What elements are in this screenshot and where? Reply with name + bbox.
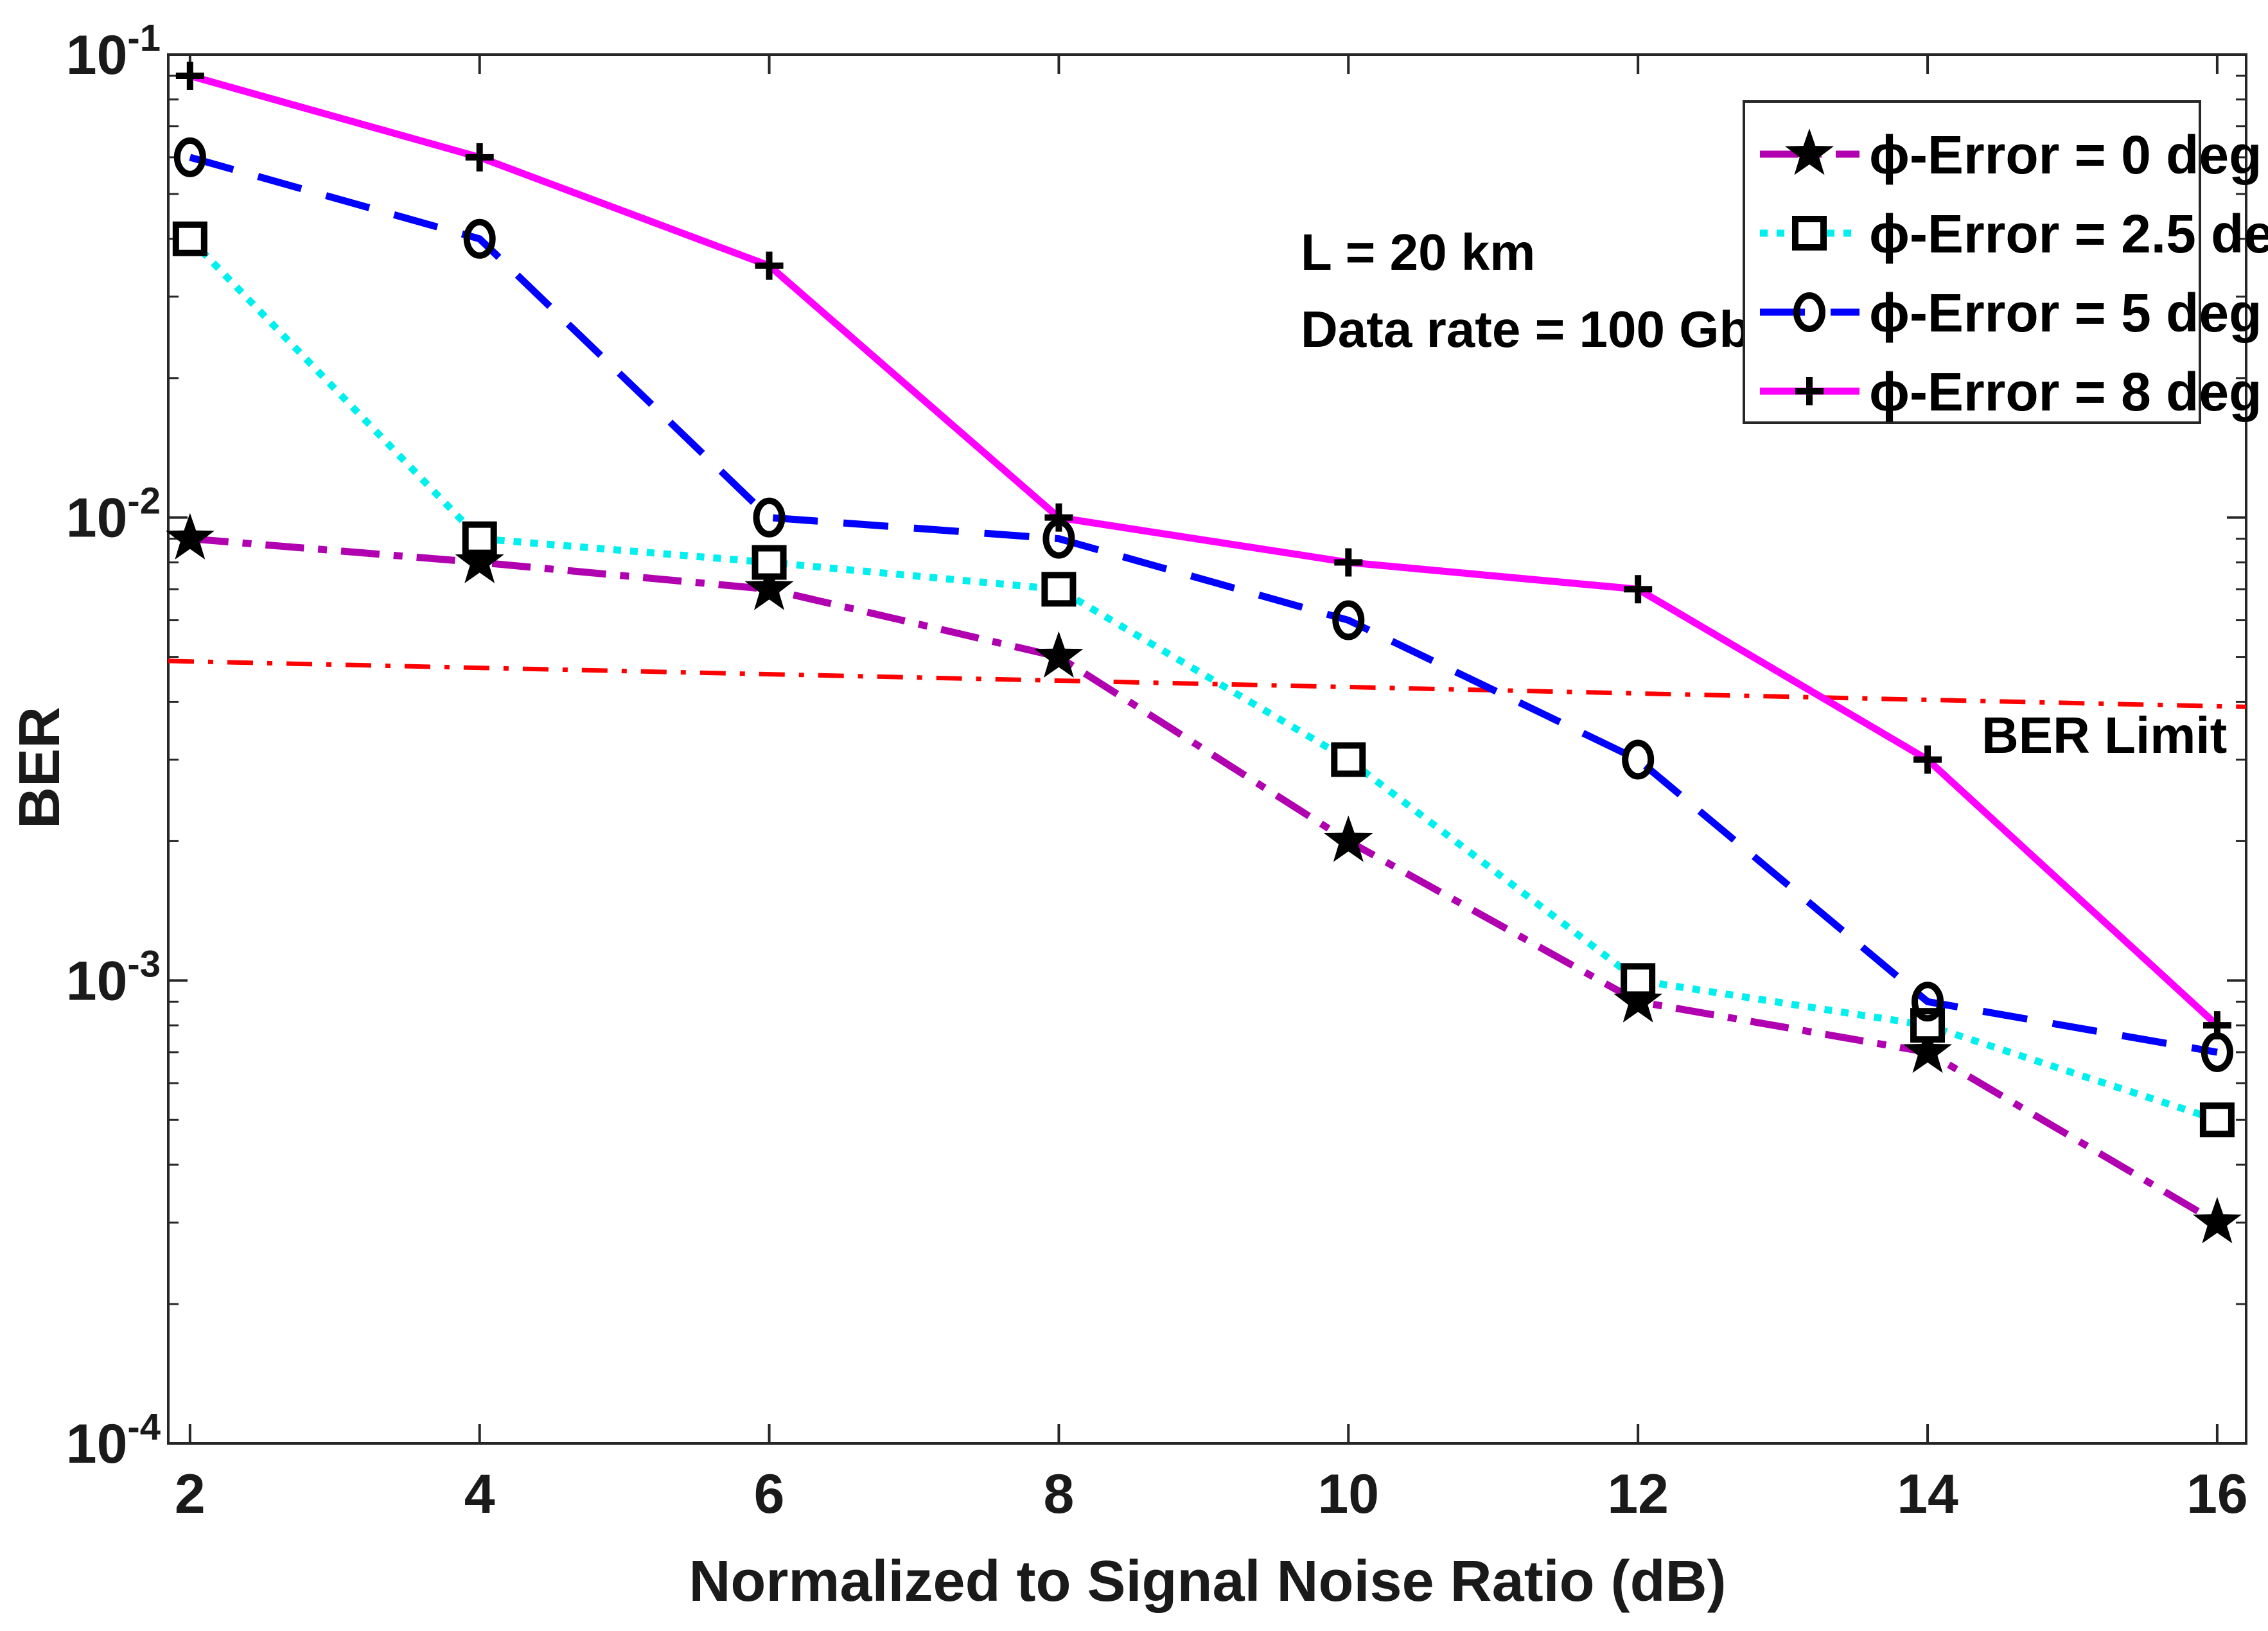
legend-label-2: ϕ-Error = 5 deg xyxy=(1869,283,2262,343)
y-tick-exponent: -4 xyxy=(127,1406,161,1448)
data-point-3-7 xyxy=(2202,1011,2231,1040)
data-point-1-5 xyxy=(1621,963,1656,998)
legend-label-3: ϕ-Error = 8 deg xyxy=(1869,362,2262,422)
data-point-2-4 xyxy=(1332,600,1365,640)
data-point-0-3 xyxy=(1034,631,1084,678)
annotation-data-rate: Data rate = 100 Gbps xyxy=(1301,301,1811,358)
y-tick-exponent: -2 xyxy=(127,480,161,522)
data-point-3-0 xyxy=(175,61,204,90)
data-point-1-2 xyxy=(752,545,787,580)
y-tick-label: 10-3 xyxy=(66,943,161,1012)
plot-frame xyxy=(167,53,2247,1445)
data-point-1-7 xyxy=(2199,1102,2235,1138)
ber-limit-line xyxy=(168,658,2246,709)
data-point-0-0 xyxy=(165,513,215,560)
data-point-0-7 xyxy=(2192,1197,2242,1244)
y-tick-exponent: -1 xyxy=(127,17,161,59)
x-tick-label: 10 xyxy=(1317,1463,1379,1525)
data-point-2-0 xyxy=(173,137,206,177)
data-point-0-1 xyxy=(455,536,504,583)
x-tick-label: 8 xyxy=(1044,1463,1075,1525)
data-point-2-2 xyxy=(753,497,786,538)
x-tick-label: 2 xyxy=(175,1463,206,1525)
legend-marker-3 xyxy=(1795,377,1824,405)
x-tick-label: 12 xyxy=(1607,1463,1669,1525)
legend-label-0: ϕ-Error = 0 deg xyxy=(1869,125,2262,185)
legend-marker-0 xyxy=(1785,128,1834,175)
data-point-0-5 xyxy=(1613,976,1663,1023)
legend: ϕ-Error = 0 deg ϕ-Error = 2.5 deg ϕ-Error … xyxy=(1743,100,2268,424)
y-tick-label: 10-4 xyxy=(66,1406,161,1475)
data-point-2-5 xyxy=(1622,739,1655,780)
series-group xyxy=(187,72,2220,1226)
x-tick-label: 16 xyxy=(2186,1463,2248,1525)
series-line-0 xyxy=(189,535,2219,1226)
data-point-2-6 xyxy=(1912,982,1944,1022)
legend-marker-2 xyxy=(1793,292,1825,332)
y-tick-base: 10 xyxy=(66,950,128,1012)
y-minor-ticks xyxy=(168,75,2246,1305)
data-point-1-3 xyxy=(1041,572,1077,607)
data-point-3-3 xyxy=(1044,503,1073,532)
axis-ticks xyxy=(168,53,2246,1445)
ber-limit-label: BER Limit xyxy=(1982,707,2227,764)
ber-limit-line-group xyxy=(168,658,2246,709)
y-tick-base: 10 xyxy=(66,24,128,86)
data-point-3-4 xyxy=(1334,548,1363,577)
data-point-2-1 xyxy=(463,218,496,259)
data-point-1-4 xyxy=(1331,742,1366,777)
data-point-0-2 xyxy=(744,563,794,610)
data-point-1-0 xyxy=(172,221,207,256)
data-point-3-1 xyxy=(465,143,494,172)
data-point-0-6 xyxy=(1903,1027,1953,1073)
series-line-1 xyxy=(187,236,2219,1124)
x-tick-label: 6 xyxy=(754,1463,785,1525)
data-point-0-4 xyxy=(1324,815,1373,862)
data-point-1-1 xyxy=(462,521,497,556)
series-line-3 xyxy=(189,72,2220,1028)
y-tick-base: 10 xyxy=(66,1413,128,1475)
x-tick-label: 4 xyxy=(464,1463,495,1525)
legend-label-1: ϕ-Error = 2.5 deg xyxy=(1869,204,2268,264)
data-point-3-2 xyxy=(755,251,784,280)
x-axis-label: Normalized to Signal Noise Ratio (dB) xyxy=(689,1549,1726,1614)
x-tick-label: 14 xyxy=(1897,1463,1958,1525)
data-point-3-6 xyxy=(1913,745,1942,774)
legend-marker-1 xyxy=(1792,216,1827,251)
annotation-distance: L = 20 km xyxy=(1301,224,1535,281)
series-line-2 xyxy=(189,154,2218,1056)
y-tick-base: 10 xyxy=(66,488,128,549)
y-axis-label: BER xyxy=(8,707,72,829)
y-tick-label: 10-1 xyxy=(66,17,161,86)
marker-group xyxy=(165,61,2242,1244)
data-point-3-5 xyxy=(1624,575,1653,604)
y-tick-exponent: -3 xyxy=(127,943,161,985)
y-tick-label: 10-2 xyxy=(66,480,161,549)
